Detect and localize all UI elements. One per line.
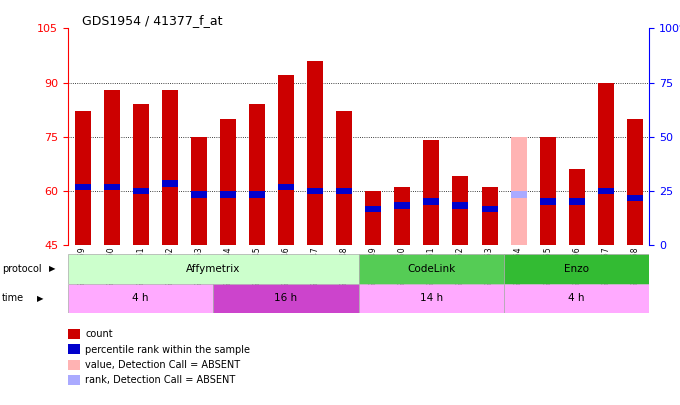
Bar <box>504 254 649 284</box>
Text: 16 h: 16 h <box>275 293 298 303</box>
Bar <box>598 188 614 194</box>
Text: 14 h: 14 h <box>420 293 443 303</box>
Text: Affymetrix: Affymetrix <box>186 264 241 274</box>
Bar <box>191 191 207 198</box>
Text: protocol: protocol <box>2 264 41 274</box>
Bar <box>598 83 614 245</box>
Bar <box>68 254 359 284</box>
Bar <box>249 191 265 198</box>
Bar <box>103 90 120 245</box>
Bar <box>511 191 526 198</box>
Bar <box>394 187 410 245</box>
Text: percentile rank within the sample: percentile rank within the sample <box>85 345 250 354</box>
Bar <box>568 198 585 205</box>
Bar <box>214 284 359 313</box>
Bar <box>278 75 294 245</box>
Bar <box>365 191 381 245</box>
Bar <box>359 254 504 284</box>
Bar <box>162 90 177 245</box>
Text: value, Detection Call = ABSENT: value, Detection Call = ABSENT <box>85 360 240 370</box>
Bar <box>75 111 90 245</box>
Text: ▶: ▶ <box>37 294 44 303</box>
Bar <box>452 177 469 245</box>
Bar <box>359 284 504 313</box>
Bar <box>220 191 236 198</box>
Bar <box>424 140 439 245</box>
Text: ▶: ▶ <box>49 264 56 273</box>
Bar <box>627 119 643 245</box>
Bar <box>481 206 498 212</box>
Bar <box>511 137 526 245</box>
Text: GDS1954 / 41377_f_at: GDS1954 / 41377_f_at <box>82 14 222 27</box>
Bar <box>249 104 265 245</box>
Bar <box>336 188 352 194</box>
Bar <box>336 111 352 245</box>
Text: 4 h: 4 h <box>133 293 149 303</box>
Bar <box>424 198 439 205</box>
Bar <box>162 180 177 187</box>
Bar <box>540 137 556 245</box>
Bar <box>68 284 214 313</box>
Bar <box>307 188 323 194</box>
Text: CodeLink: CodeLink <box>407 264 456 274</box>
Text: Enzo: Enzo <box>564 264 590 274</box>
Bar <box>191 137 207 245</box>
Bar <box>365 206 381 212</box>
Bar <box>452 202 469 209</box>
Bar <box>568 169 585 245</box>
Text: rank, Detection Call = ABSENT: rank, Detection Call = ABSENT <box>85 375 235 385</box>
Text: time: time <box>2 293 24 303</box>
Bar <box>75 184 90 190</box>
Bar <box>394 202 410 209</box>
Text: 4 h: 4 h <box>568 293 585 303</box>
Bar <box>504 284 649 313</box>
Bar <box>307 61 323 245</box>
Bar <box>627 195 643 201</box>
Bar <box>133 104 149 245</box>
Bar <box>278 184 294 190</box>
Bar <box>481 187 498 245</box>
Bar <box>133 188 149 194</box>
Bar <box>103 184 120 190</box>
Bar <box>540 198 556 205</box>
Bar <box>220 119 236 245</box>
Text: count: count <box>85 329 113 339</box>
